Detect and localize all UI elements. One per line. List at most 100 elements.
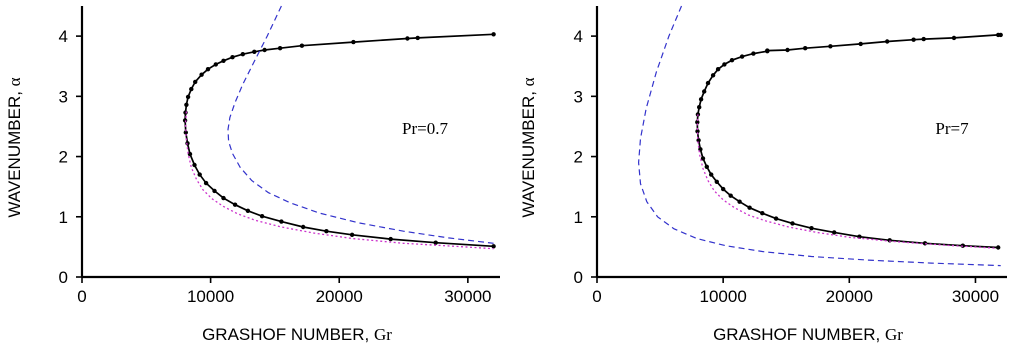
data-point xyxy=(695,120,700,125)
y-tick-label: 2 xyxy=(59,148,68,167)
data-point xyxy=(184,102,189,108)
data-point xyxy=(213,62,218,67)
data-point xyxy=(785,47,790,53)
panel-right: WAVENUMBER, α GRASHOF NUMBER, Gr Pr=7 0 1… xyxy=(519,5,1007,344)
panel-left: WAVENUMBER, α GRASHOF NUMBER, Gr Pr=0.7 … xyxy=(5,5,500,344)
data-point xyxy=(197,172,202,177)
data-point xyxy=(351,39,356,45)
data-point xyxy=(698,97,704,102)
data-point xyxy=(728,193,733,198)
data-point xyxy=(433,240,438,245)
data-point xyxy=(828,44,833,49)
data-point xyxy=(765,49,770,54)
data-point xyxy=(729,58,735,63)
data-point xyxy=(747,205,752,210)
data-point xyxy=(415,35,420,41)
x-tick-label: 10000 xyxy=(187,287,234,306)
prandtl-annotation: Pr=0.7 xyxy=(402,119,448,138)
data-point xyxy=(491,244,496,249)
data-point xyxy=(705,80,711,86)
data-point xyxy=(252,49,257,54)
data-point xyxy=(714,179,719,184)
x-axis-title: GRASHOF NUMBER, Gr xyxy=(713,325,903,344)
data-point xyxy=(803,46,808,51)
data-point xyxy=(230,55,235,60)
y-tick-label: 0 xyxy=(59,268,68,287)
data-point xyxy=(279,219,284,224)
data-point xyxy=(187,151,193,157)
series-line-dotted xyxy=(696,114,995,249)
series-line-solid-markers xyxy=(696,34,1001,249)
y-tick-label: 1 xyxy=(574,208,583,227)
y-axis-label: WAVENUMBER, xyxy=(519,86,538,217)
data-point xyxy=(996,32,1001,38)
data-point xyxy=(189,86,194,92)
data-point xyxy=(751,51,756,56)
x-tick-label: 30000 xyxy=(952,287,999,306)
x-tick-label: 20000 xyxy=(316,287,363,306)
x-axis-label: GRASHOF NUMBER, xyxy=(202,325,374,344)
data-point xyxy=(192,162,197,168)
data-point xyxy=(722,62,727,67)
data-point xyxy=(739,54,745,59)
data-point xyxy=(996,245,1001,250)
x-axis-symbol: Gr xyxy=(374,325,392,344)
y-axis-title-text: WAVENUMBER, α xyxy=(519,77,538,217)
data-point xyxy=(185,141,190,146)
data-point xyxy=(737,199,742,204)
data-point xyxy=(911,37,916,42)
x-tick-label: 0 xyxy=(77,287,86,306)
data-point xyxy=(721,186,726,192)
x-axis-label: GRASHOF NUMBER, xyxy=(713,325,885,344)
data-point xyxy=(704,164,709,169)
data-point xyxy=(221,195,226,201)
series-line-solid-markers xyxy=(184,33,494,248)
data-point xyxy=(702,89,707,94)
data-point xyxy=(832,230,837,235)
data-point xyxy=(299,43,305,48)
data-point xyxy=(240,52,245,57)
data-point xyxy=(491,32,496,37)
data-point xyxy=(193,79,198,85)
data-point xyxy=(697,105,702,110)
data-point xyxy=(858,41,863,47)
data-point xyxy=(349,232,355,237)
data-point xyxy=(809,226,814,231)
data-point xyxy=(887,238,892,243)
data-point xyxy=(885,39,890,44)
data-point xyxy=(921,36,926,42)
data-point xyxy=(324,229,329,234)
data-point xyxy=(203,180,209,186)
series-line-dashed xyxy=(637,5,1001,267)
x-tick-label: 10000 xyxy=(700,287,747,306)
y-tick-label: 3 xyxy=(574,87,583,106)
data-point xyxy=(709,172,714,177)
data-point xyxy=(951,35,957,41)
x-axis-title: GRASHOF NUMBER, Gr xyxy=(202,325,392,344)
y-axis-symbol: α xyxy=(519,77,538,86)
y-axis-symbol: α xyxy=(5,77,24,86)
y-tick-label: 0 xyxy=(574,268,583,287)
y-tick-label: 3 xyxy=(59,87,68,106)
y-tick-label: 2 xyxy=(574,148,583,167)
series-line-dotted xyxy=(184,111,494,250)
data-point xyxy=(183,110,188,115)
x-tick-label: 20000 xyxy=(826,287,873,306)
prandtl-annotation: Pr=7 xyxy=(935,119,969,138)
series-line-dashed xyxy=(227,5,494,244)
y-axis-title: WAVENUMBER, α xyxy=(5,77,24,217)
y-axis-title: WAVENUMBER, α xyxy=(519,77,538,217)
data-point xyxy=(301,224,306,230)
data-point xyxy=(221,58,226,63)
data-point xyxy=(259,214,265,219)
data-point xyxy=(245,208,251,213)
data-point xyxy=(212,188,217,194)
data-point xyxy=(405,36,410,41)
data-point xyxy=(790,221,795,226)
data-point xyxy=(773,216,779,221)
data-point xyxy=(232,202,238,207)
y-axis-title-text: WAVENUMBER, α xyxy=(5,77,24,217)
y-tick-label: 4 xyxy=(59,27,68,46)
data-point xyxy=(715,67,721,72)
